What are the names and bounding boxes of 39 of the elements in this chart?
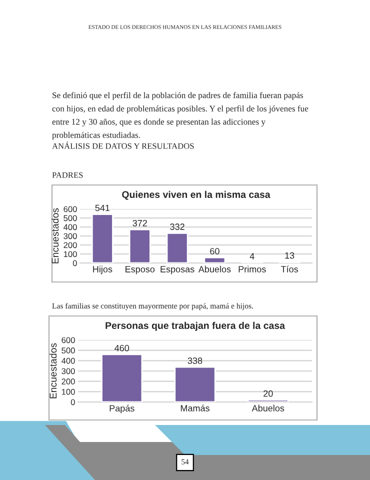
x-tick-label: Tíos (280, 266, 298, 272)
x-tick-label: Hijos (93, 266, 112, 274)
y-axis-title: Encuestados (51, 208, 59, 264)
data-label: 338 (188, 358, 202, 364)
data-label: 4 (250, 253, 254, 260)
x-tick-label: Abuelos (198, 266, 231, 272)
x-tick-label: Abuelos (252, 404, 284, 412)
text: Se definió que el perfil de la población de padres de familia fueran papás con hijos, en edad de problemáticas posibles. Y el perfil de los jóvenes fue entre 12 y 30 años, que es donde se presentan las adicciones y problemáticas estudiadas. (52, 92, 308, 140)
text: ANÁLISIS DE DATOS Y RESULTADOS (52, 142, 194, 149)
y-tick-label: 200 (62, 378, 75, 384)
y-axis-title: Encuestados (49, 343, 57, 398)
text: PADRES (52, 172, 83, 178)
y-tick-label: 500 (64, 215, 77, 222)
y-tick-label: 600 (64, 206, 77, 212)
x-tick-label: Papás (110, 404, 134, 414)
y-tick-label: 100 (62, 388, 75, 395)
data-label: 460 (114, 344, 130, 352)
data-label: 372 (132, 220, 147, 226)
x-tick-label: Mamás (180, 404, 210, 412)
x-tick-label: Primos (238, 266, 266, 272)
x-tick-label: Esposas (160, 266, 194, 274)
y-tick-label: 400 (62, 358, 75, 364)
data-label: 13 (285, 252, 294, 259)
y-tick-label: 100 (64, 251, 77, 258)
y-tick-label: 400 (64, 224, 77, 230)
chart-title: Quienes viven en la misma casa (122, 190, 270, 200)
data-label: 332 (170, 224, 184, 230)
chart-title: Personas que trabajan fuera de la casa (106, 322, 286, 331)
y-tick-label: 200 (64, 242, 77, 248)
y-tick-label: 0 (72, 260, 77, 266)
y-tick-label: 500 (62, 348, 75, 354)
data-label: 541 (95, 204, 110, 212)
data-label: 60 (210, 248, 220, 254)
y-tick-label: 300 (64, 233, 77, 240)
y-tick-label: 600 (62, 337, 75, 344)
y-tick-label: 0 (70, 399, 75, 406)
y-tick-label: 300 (62, 368, 75, 374)
x-tick-label: Esposo (126, 266, 155, 274)
data-label: 20 (264, 390, 273, 397)
